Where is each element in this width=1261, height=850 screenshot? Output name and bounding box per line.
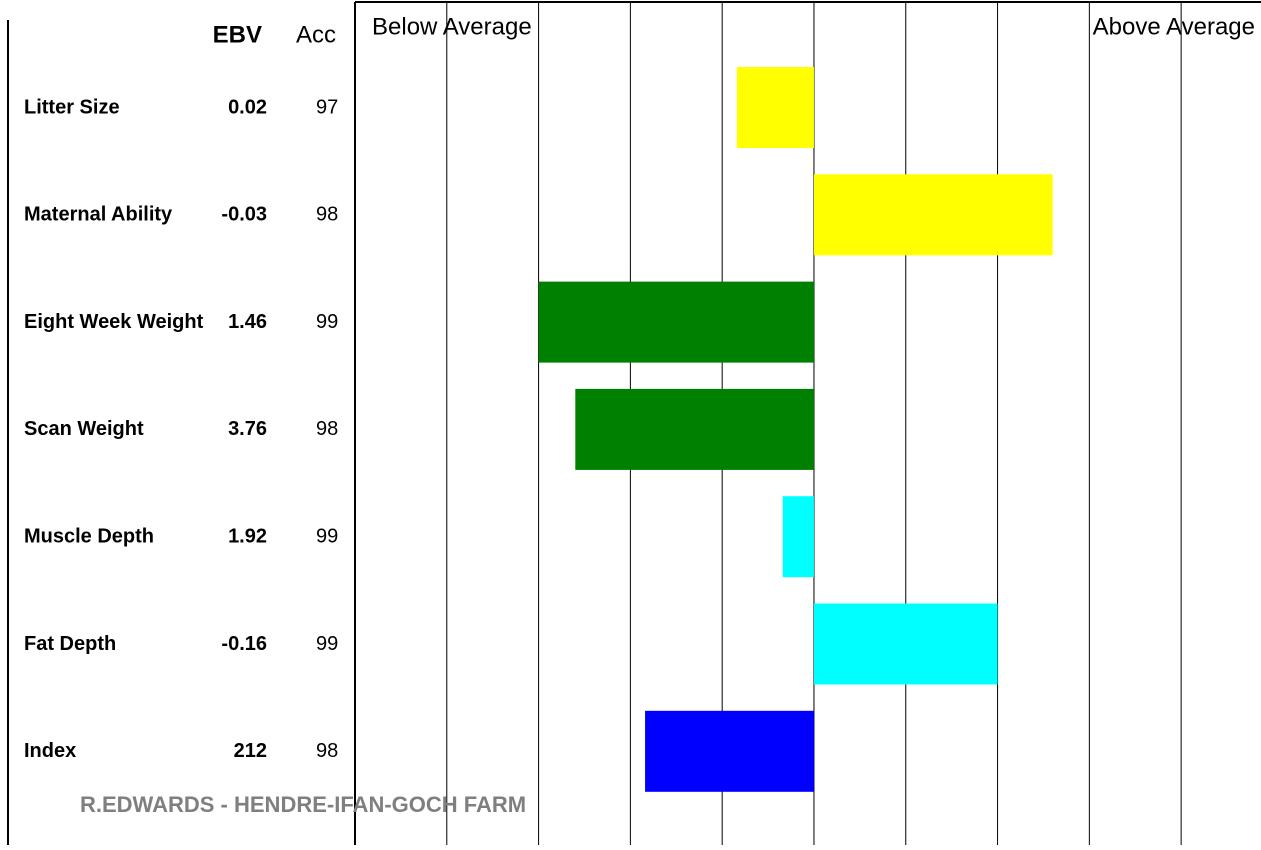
bar [645,710,814,792]
acc-value: 99 [316,633,338,655]
acc-value: 98 [316,418,338,440]
ebv-value: 3.76 [228,418,267,440]
acc-value: 99 [316,525,338,547]
acc-value: 98 [316,740,338,762]
trait-label: Eight Week Weight [24,311,204,333]
ebv-header: EBV [213,21,262,48]
ebv-value: 1.46 [228,311,267,333]
bar [575,388,814,470]
bar [736,67,814,148]
bar [538,281,814,363]
acc-value: 97 [316,96,338,118]
bar [813,174,1053,256]
trait-label: Scan Weight [24,418,144,440]
trait-label: Muscle Depth [24,525,154,547]
above-label: Above Average [1093,13,1255,40]
ebv-value: 212 [234,740,267,762]
bar [813,603,998,685]
acc-value: 98 [316,204,338,226]
trait-label: Fat Depth [24,633,116,655]
ebv-value: -0.03 [221,204,267,226]
bar [782,496,814,578]
ebv-value: 1.92 [228,525,267,547]
footer: R.EDWARDS - HENDRE-IFAN-GOCH FARM [80,792,526,817]
below-label: Below Average [372,13,532,40]
ebv-value: -0.16 [221,633,267,655]
trait-label: Maternal Ability [24,204,173,226]
trait-label: Index [24,740,76,762]
acc-header: Acc [296,21,336,48]
acc-value: 99 [316,311,338,333]
trait-label: Litter Size [24,96,120,118]
ebv-value: 0.02 [228,96,267,118]
